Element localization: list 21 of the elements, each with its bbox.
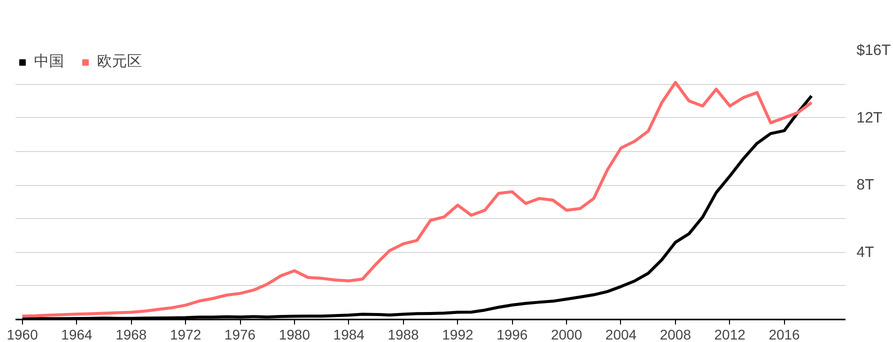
x-tick-label: 1996 — [496, 326, 528, 342]
x-tick-label: 1968 — [116, 326, 147, 342]
x-tick-label: 1980 — [278, 326, 310, 342]
legend-label: 欧元区 — [97, 52, 142, 71]
x-tick-label: 2012 — [714, 326, 746, 342]
x-tick-label: 1972 — [170, 326, 202, 342]
x-tick-label: 1960 — [6, 326, 38, 342]
x-tick-label: 1988 — [388, 326, 420, 342]
y-tick-label: $16T — [856, 42, 891, 59]
y-tick-label: 4T — [856, 244, 874, 261]
x-tick-label: 2004 — [605, 326, 637, 342]
x-tick-label: 1984 — [333, 326, 365, 342]
x-tick-label: 2016 — [768, 326, 800, 342]
x-tick-label: 2008 — [660, 326, 692, 342]
y-tick-label: 8T — [856, 176, 874, 194]
x-tick-label: 2000 — [550, 326, 582, 342]
y-tick-label: 12T — [856, 109, 882, 126]
x-tick-label: 1976 — [224, 326, 256, 342]
x-tick-label: 1964 — [61, 326, 93, 342]
x-tick-label: 1992 — [442, 326, 474, 342]
legend-label: 中国 — [34, 52, 64, 71]
